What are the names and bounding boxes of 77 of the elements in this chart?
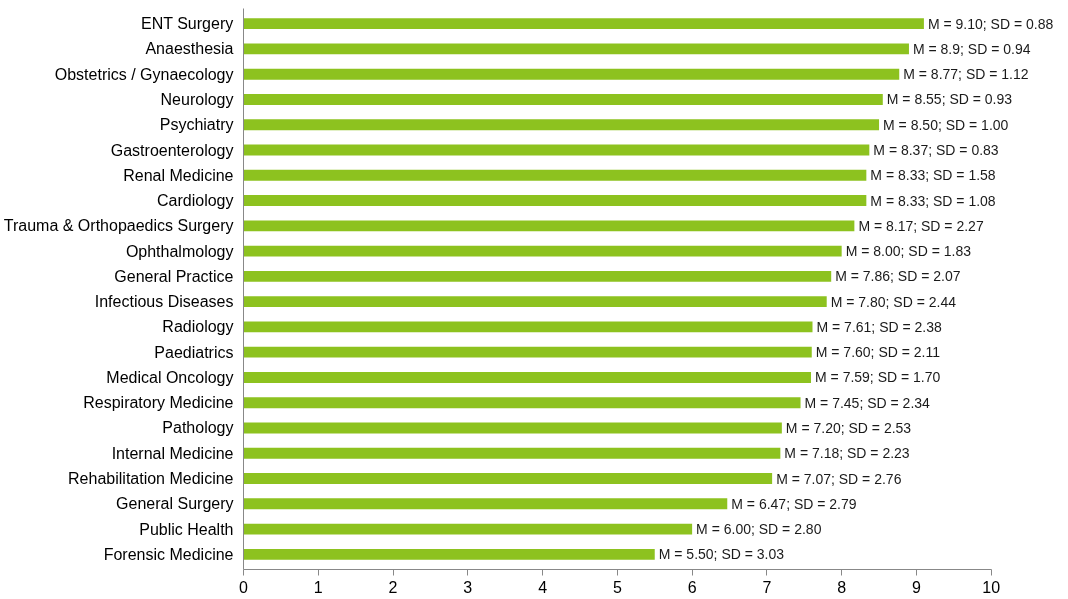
bar bbox=[243, 270, 832, 282]
y-tick-label: Obstetrics / Gynaecology bbox=[54, 65, 234, 83]
y-tick-label: ENT Surgery bbox=[141, 15, 234, 33]
y-tick-label: Medical Oncology bbox=[106, 368, 234, 386]
data-label: M = 5.50; SD = 3.03 bbox=[658, 546, 785, 563]
data-label: M = 8.55; SD = 0.93 bbox=[886, 91, 1013, 108]
y-tick-label: Ophthalmology bbox=[125, 242, 234, 260]
y-tick-label: Respiratory Medicine bbox=[83, 394, 234, 412]
bar bbox=[243, 220, 855, 232]
data-label: M = 7.18; SD = 2.23 bbox=[784, 445, 910, 462]
x-tick-label: 10 bbox=[982, 578, 1001, 596]
data-label: M = 8.00; SD = 1.83 bbox=[845, 243, 972, 260]
data-label: M = 7.86; SD = 2.07 bbox=[835, 268, 961, 285]
bar bbox=[243, 397, 801, 409]
y-tick-label: Neurology bbox=[160, 90, 234, 108]
y-tick-label: General Practice bbox=[114, 267, 234, 285]
data-label: M = 7.20; SD = 2.53 bbox=[785, 419, 912, 436]
bar bbox=[243, 68, 900, 80]
y-tick-label: Anaesthesia bbox=[145, 40, 234, 58]
x-tick-label: 1 bbox=[313, 578, 323, 596]
x-tick-label: 0 bbox=[239, 578, 249, 596]
y-tick-label: Infectious Diseases bbox=[94, 293, 234, 311]
data-label: M = 6.00; SD = 2.80 bbox=[696, 521, 822, 538]
data-label: M = 7.07; SD = 2.76 bbox=[776, 470, 902, 487]
bar bbox=[243, 245, 842, 257]
y-tick-label: General Surgery bbox=[116, 495, 234, 513]
data-label: M = 7.60; SD = 2.11 bbox=[815, 344, 941, 361]
data-label: M = 8.37; SD = 0.83 bbox=[873, 142, 999, 159]
x-tick-label: 9 bbox=[911, 578, 921, 596]
y-tick-label: Internal Medicine bbox=[111, 444, 234, 462]
y-tick-label: Cardiology bbox=[157, 192, 234, 210]
bar bbox=[243, 195, 867, 206]
x-tick-label: 3 bbox=[463, 578, 473, 596]
data-label: M = 8.33; SD = 1.58 bbox=[870, 167, 996, 184]
y-tick-label: Trauma & Orthopaedics Surgery bbox=[3, 217, 234, 235]
data-label: M = 8.50; SD = 1.00 bbox=[883, 116, 1009, 133]
y-tick-label: Paediatrics bbox=[154, 343, 234, 361]
bar bbox=[243, 473, 773, 484]
y-tick-label: Radiology bbox=[162, 318, 234, 336]
x-tick-label: 5 bbox=[612, 578, 622, 596]
data-label: M = 9.10; SD = 0.88 bbox=[927, 15, 1054, 32]
y-tick-label: Public Health bbox=[139, 520, 234, 538]
bar bbox=[243, 548, 655, 560]
bar bbox=[243, 372, 812, 383]
bar bbox=[243, 447, 781, 459]
bar bbox=[243, 94, 883, 105]
bar bbox=[243, 169, 867, 181]
data-label: M = 8.17; SD = 2.27 bbox=[858, 217, 984, 234]
data-label: M = 7.61; SD = 2.38 bbox=[816, 318, 943, 335]
y-tick-label: Pathology bbox=[162, 419, 234, 437]
data-label: M = 7.80; SD = 2.44 bbox=[830, 293, 957, 310]
x-tick-label: 2 bbox=[388, 578, 398, 596]
y-tick-label: Psychiatry bbox=[159, 116, 234, 134]
data-label: M = 6.47; SD = 2.79 bbox=[731, 495, 857, 512]
bar bbox=[243, 119, 880, 131]
x-tick-label: 7 bbox=[762, 578, 772, 596]
bar bbox=[243, 523, 693, 535]
bar bbox=[243, 498, 728, 510]
bar bbox=[243, 296, 827, 308]
bar bbox=[243, 321, 813, 333]
x-tick-label: 4 bbox=[538, 578, 548, 596]
y-tick-label: Rehabilitation Medicine bbox=[68, 470, 234, 488]
data-label: M = 8.9; SD = 0.94 bbox=[912, 40, 1031, 57]
bar bbox=[243, 43, 909, 55]
data-label: M = 8.33; SD = 1.08 bbox=[870, 192, 996, 209]
y-tick-label: Forensic Medicine bbox=[103, 545, 234, 563]
data-label: M = 8.77; SD = 1.12 bbox=[903, 66, 1029, 83]
data-label: M = 7.45; SD = 2.34 bbox=[804, 394, 931, 411]
bar bbox=[243, 144, 870, 156]
x-tick-label: 6 bbox=[687, 578, 697, 596]
bar bbox=[243, 18, 924, 30]
y-tick-label: Gastroenterology bbox=[110, 141, 234, 159]
x-tick-label: 8 bbox=[837, 578, 847, 596]
data-label: M = 7.59; SD = 1.70 bbox=[815, 369, 941, 386]
bar bbox=[243, 422, 782, 434]
y-tick-label: Renal Medicine bbox=[123, 166, 234, 184]
bar bbox=[243, 346, 812, 358]
